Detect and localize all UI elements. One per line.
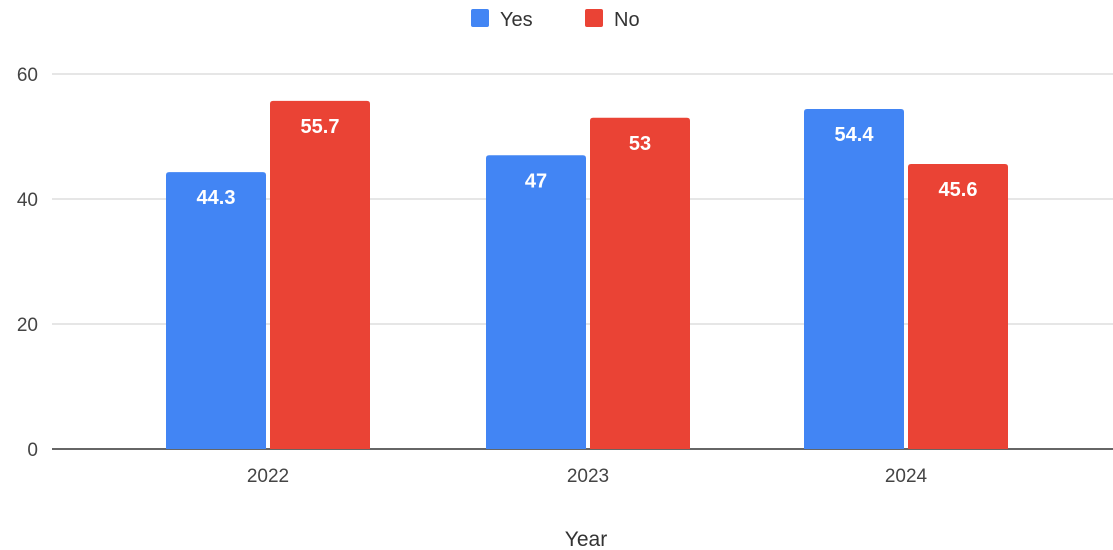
bar-no-2024 (908, 164, 1008, 449)
legend-swatch-no (585, 9, 603, 27)
x-tick-label-2022: 2022 (247, 466, 289, 487)
bars (166, 100, 1008, 449)
data-labels: 44.3 55.7 47 53 54.4 45.6 (197, 116, 978, 209)
legend: Yes No (471, 9, 640, 31)
data-label-yes-2022: 44.3 (197, 187, 236, 209)
legend-label-yes: Yes (500, 9, 533, 31)
x-tick-label-2023: 2023 (567, 466, 609, 487)
y-axis-ticks: 0 20 40 60 (17, 65, 38, 461)
y-tick-label-20: 20 (17, 315, 38, 336)
y-tick-label-0: 0 (27, 440, 38, 461)
legend-label-no: No (614, 9, 640, 31)
bar-yes-2024 (804, 109, 904, 449)
x-axis-ticks: 2022 2023 2024 (247, 466, 928, 487)
data-label-no-2023: 53 (629, 133, 651, 155)
data-label-yes-2023: 47 (525, 170, 547, 192)
data-label-no-2024: 45.6 (939, 179, 978, 201)
y-tick-label-60: 60 (17, 65, 38, 86)
bar-no-2022 (270, 100, 370, 449)
data-label-no-2022: 55.7 (301, 116, 340, 138)
data-label-yes-2024: 54.4 (835, 124, 875, 146)
x-tick-label-2024: 2024 (885, 466, 928, 487)
bar-yes-2023 (486, 155, 586, 449)
bar-yes-2022 (166, 172, 266, 449)
legend-swatch-yes (471, 9, 489, 27)
bar-no-2023 (590, 117, 690, 449)
y-tick-label-40: 40 (17, 190, 38, 211)
x-axis-title: Year (565, 528, 607, 550)
